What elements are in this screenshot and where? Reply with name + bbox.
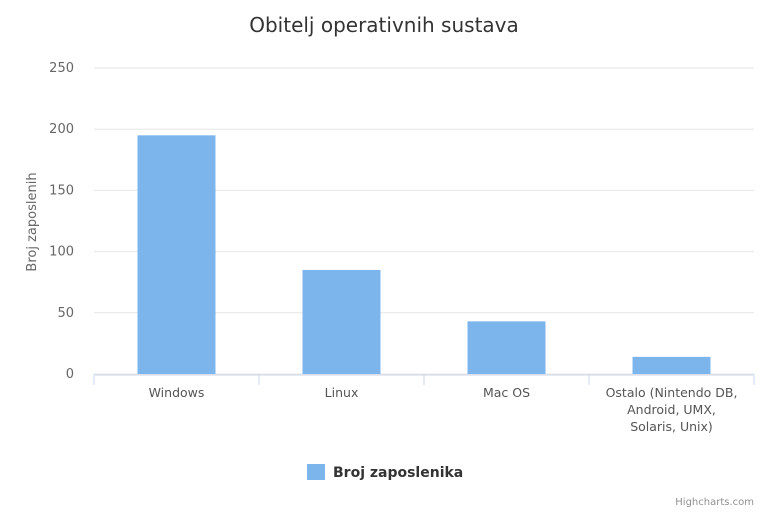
- x-tick-label: Windows: [149, 385, 205, 400]
- legend-swatch[interactable]: [307, 464, 325, 480]
- bars: [137, 135, 711, 374]
- y-axis-ticks: 0 50 100 150 200 250: [49, 61, 74, 382]
- legend-label[interactable]: Broj zaposlenika: [333, 465, 463, 481]
- bar[interactable]: [467, 321, 546, 374]
- y-tick-label: 200: [49, 122, 74, 137]
- y-tick-label: 50: [57, 306, 74, 321]
- x-axis-labels: Windows Linux Mac OS Ostalo (Nintendo DB, An…: [149, 385, 738, 434]
- y-tick-label: 100: [49, 245, 74, 260]
- x-tick-label: Ostalo (Nintendo DB, Android, UMX, Solaris…: [606, 385, 738, 434]
- y-tick-label: 0: [66, 367, 74, 382]
- x-axis: [93, 374, 755, 385]
- y-axis-title: Broj zaposlenih: [25, 172, 40, 271]
- credits-link[interactable]: Highcharts.com: [675, 497, 754, 508]
- y-tick-label: 150: [49, 183, 74, 198]
- x-tick-label: Mac OS: [483, 385, 530, 400]
- bar[interactable]: [632, 356, 711, 374]
- y-tick-label: 250: [49, 61, 74, 76]
- x-tick-label: Linux: [325, 385, 359, 400]
- chart-title: Obitelj operativnih sustava: [249, 13, 519, 37]
- bar[interactable]: [302, 269, 381, 374]
- bar[interactable]: [137, 135, 216, 374]
- legend[interactable]: Broj zaposlenika: [307, 464, 463, 481]
